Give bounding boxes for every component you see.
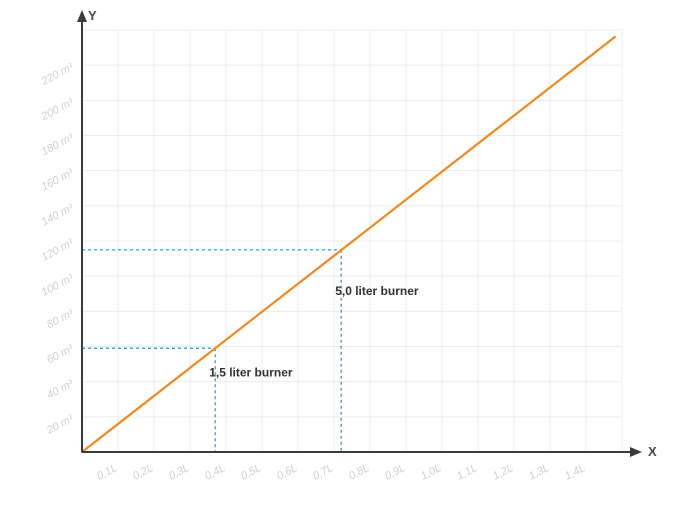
x-axis-label: X — [648, 444, 657, 459]
guide-label: 1,5 liter burner — [209, 365, 293, 379]
burner-chart: 1,5 liter burner5,0 liter burner20 m³40 … — [0, 0, 676, 507]
y-axis-label: Y — [88, 8, 97, 23]
guide-label: 5,0 liter burner — [335, 284, 419, 298]
